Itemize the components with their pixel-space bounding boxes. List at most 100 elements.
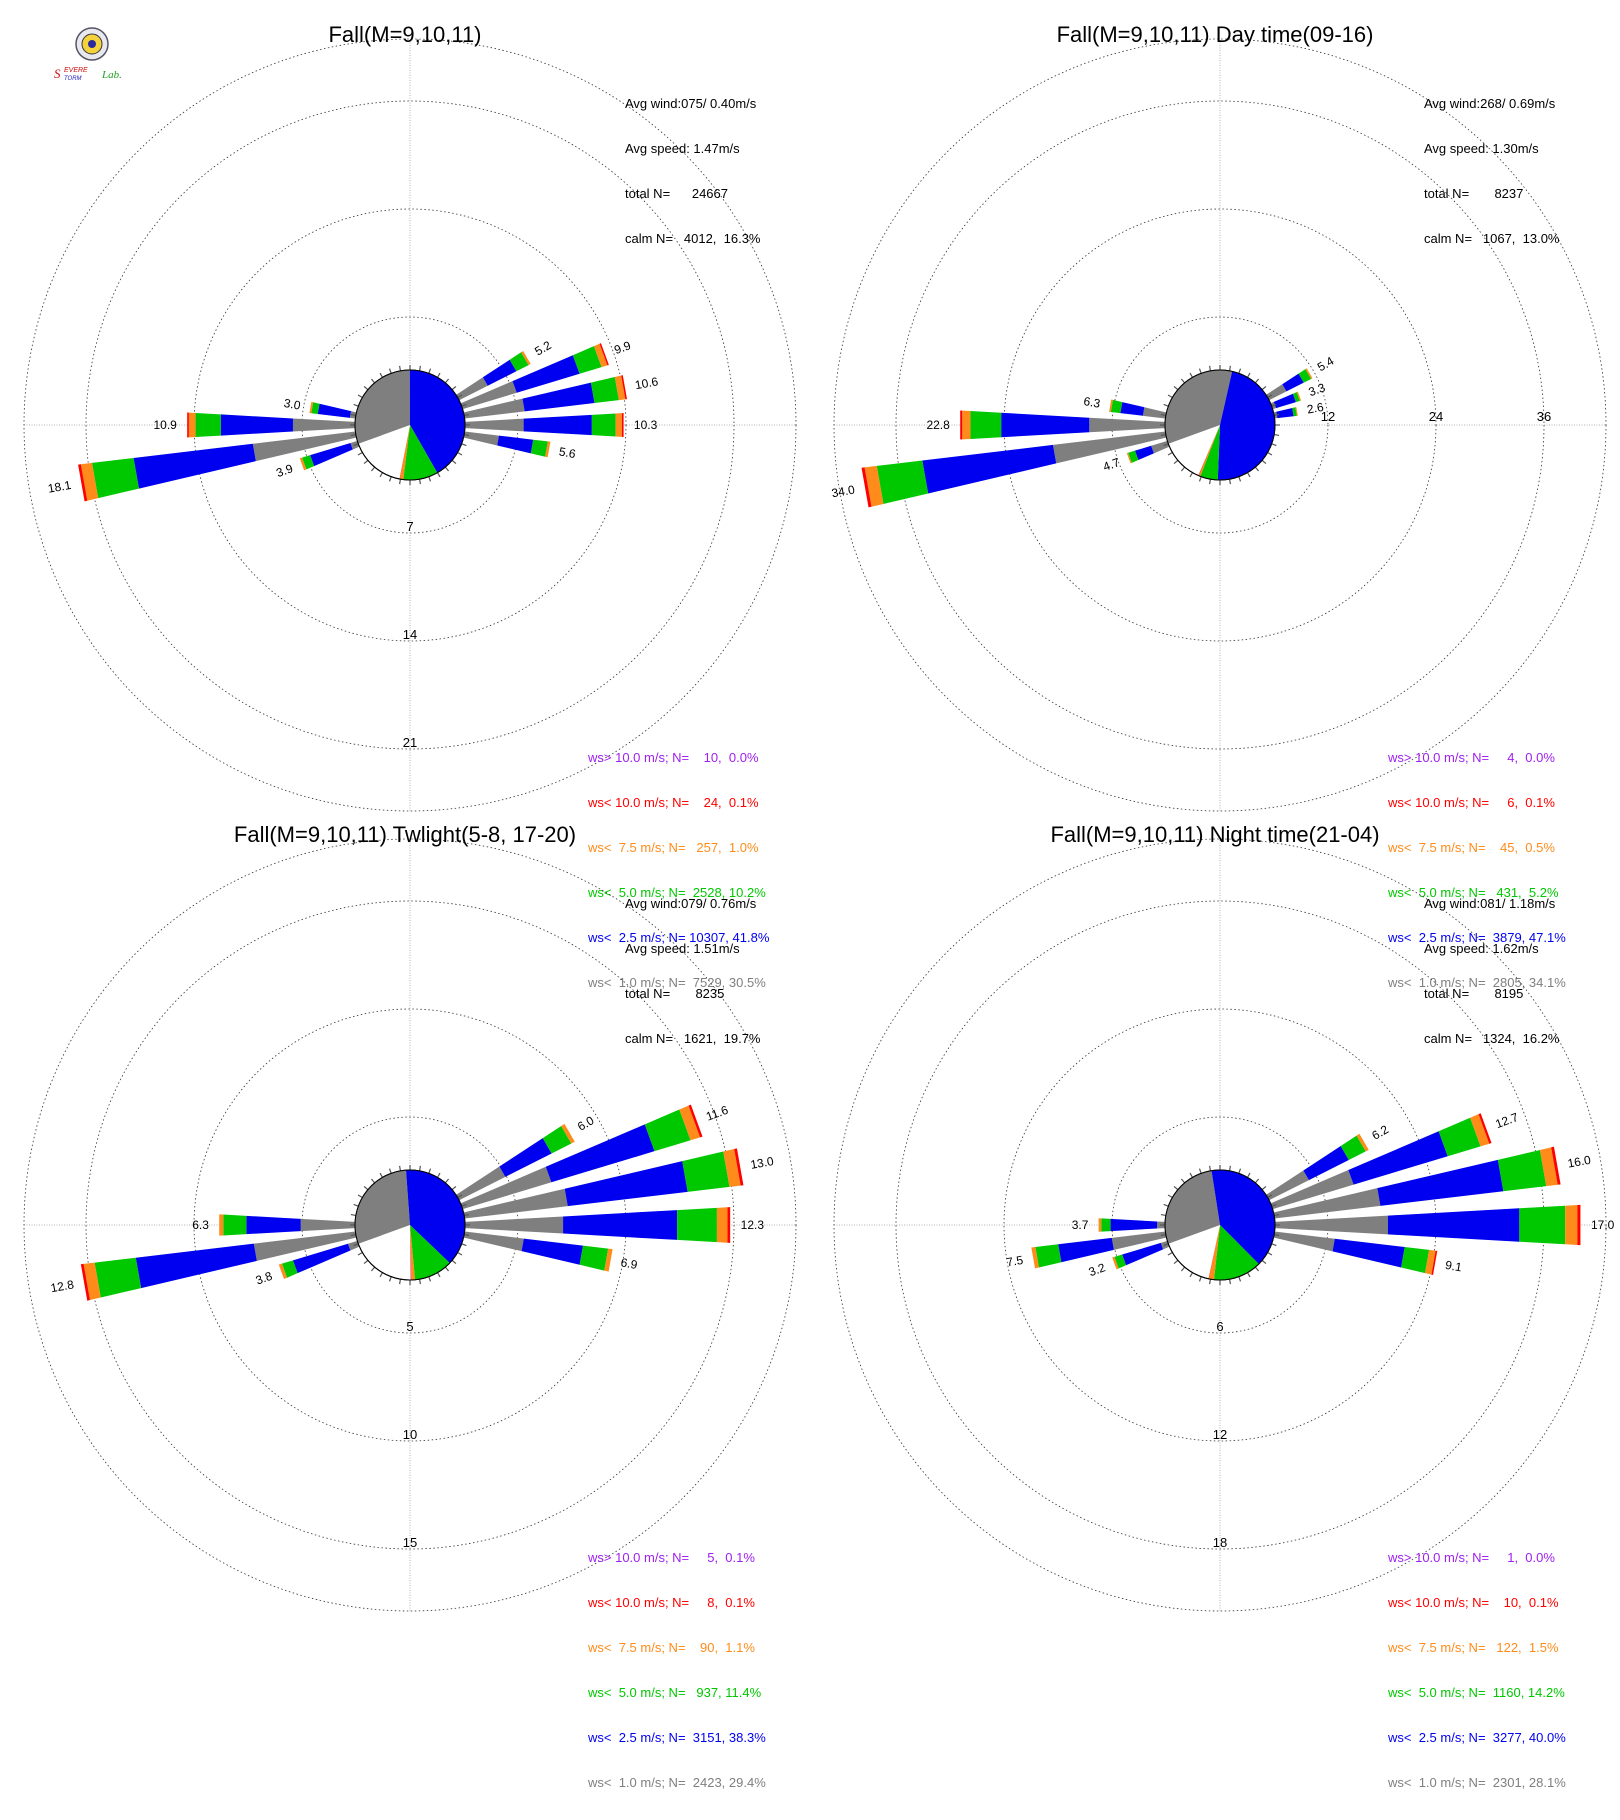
bar-segment [1273, 393, 1296, 409]
direction-tick [350, 1213, 356, 1217]
direction-tick [1173, 1259, 1179, 1265]
direction-tick [418, 1279, 422, 1285]
direction-value-label: 9.1 [1444, 1258, 1463, 1275]
direction-value-label: 10.9 [153, 418, 177, 432]
direction-tick [451, 385, 457, 391]
direction-tick [444, 1178, 450, 1184]
direction-value-label: 6.3 [1082, 394, 1101, 411]
bar-segment [1295, 407, 1298, 416]
direction-tick [461, 443, 467, 447]
bar-segment [1273, 1231, 1335, 1252]
legend-ws-gt-10: ws> 10.0 m/s; N= 1, 0.0% [1388, 1550, 1555, 1565]
direction-tick [418, 479, 422, 485]
direction-tick [461, 403, 467, 407]
pie-slice [399, 425, 410, 480]
bar-segment [579, 1245, 609, 1271]
direction-tick [1238, 476, 1242, 482]
direction-tick [1160, 1213, 1166, 1217]
bar-segment [1478, 1113, 1492, 1144]
direction-tick [398, 1165, 402, 1171]
bar-segment [734, 1148, 744, 1186]
ring-label: 24 [1429, 409, 1443, 424]
direction-value-label: 16.0 [1566, 1153, 1592, 1171]
direction-bar [456, 350, 531, 401]
direction-tick [444, 1266, 450, 1272]
direction-tick [436, 372, 441, 378]
pie-slice [1165, 370, 1233, 444]
bar-segment [253, 1231, 357, 1261]
bar-segment [509, 352, 529, 372]
bar-segment [1120, 402, 1145, 416]
pie-slice [355, 1170, 410, 1244]
direction-value-label: 3.8 [254, 1269, 275, 1288]
direction-tick [464, 1213, 470, 1217]
bar-segment [464, 1216, 564, 1234]
direction-tick [444, 466, 450, 472]
bar-segment [1126, 452, 1132, 464]
direction-tick [353, 403, 359, 407]
pie-outline [354, 369, 466, 481]
legend-ws-lt-2-5: ws< 2.5 m/s; N= 3277, 40.0% [1388, 1730, 1566, 1745]
bar-segment [561, 1123, 575, 1144]
direction-bar [78, 431, 357, 502]
bar-segment [1142, 407, 1167, 419]
legend-ws-lt-1: ws< 1.0 m/s; N= 2805, 34.1% [1388, 975, 1566, 990]
legend-ws-lt-7-5: ws< 7.5 m/s; N= 257, 1.0% [588, 840, 759, 855]
bar-segment [464, 418, 524, 432]
bar-segment [482, 359, 517, 386]
direction-tick [350, 413, 356, 417]
bar-segment [615, 413, 622, 437]
direction-bar [861, 431, 1167, 508]
bar-segment [499, 1138, 552, 1177]
ring-label: 12 [1321, 409, 1335, 424]
pie-outline [1164, 369, 1276, 481]
ring-label: 6 [1216, 1319, 1223, 1334]
bar-segment [1111, 1231, 1167, 1250]
direction-tick [388, 476, 392, 482]
bar-segment [463, 1188, 568, 1219]
ring-label: 5 [406, 1319, 413, 1334]
direction-tick [428, 1168, 432, 1174]
bar-segment [220, 414, 293, 436]
direction-value-label: 12.8 [49, 1277, 75, 1295]
direction-tick [1189, 472, 1194, 478]
direction-tick [350, 433, 356, 437]
direction-bar [463, 375, 628, 419]
windrose-panel-day: 12 24 36 5.4 3.3 2.6 4.7 34.0 22.8 6.3 Fall(M=9,1… [810, 0, 1620, 990]
direction-tick [353, 1243, 359, 1247]
bar-segment [299, 457, 307, 471]
avg-speed-text: Avg speed: 1.47m/s [625, 141, 740, 156]
svg-text:S: S [54, 66, 61, 81]
bar-segment [302, 455, 315, 470]
direction-bar [1098, 1218, 1166, 1232]
bar-segment [292, 1243, 351, 1274]
bar-segment [1497, 1149, 1547, 1192]
direction-tick [357, 1194, 363, 1199]
direction-tick [363, 1185, 369, 1191]
bar-segment [1098, 1218, 1102, 1232]
bar-segment [281, 1260, 298, 1278]
lab-logo: S EVERE TORM Lab. [52, 26, 142, 86]
bar-segment [861, 467, 872, 508]
direction-tick [370, 1266, 376, 1272]
bar-segment [195, 413, 221, 437]
bar-segment [1539, 1147, 1558, 1187]
direction-tick [1180, 1266, 1186, 1272]
bar-segment [512, 355, 580, 393]
bar-segment [593, 343, 608, 368]
direction-bar [460, 343, 609, 410]
direction-tick [363, 1259, 369, 1265]
bar-segment [679, 1105, 701, 1141]
direction-tick [1274, 433, 1280, 437]
direction-tick [1173, 385, 1179, 391]
direction-bar [278, 1240, 360, 1280]
direction-tick [1189, 372, 1194, 378]
bar-segment [1298, 369, 1312, 383]
bar-segment [1425, 1249, 1436, 1275]
bar-segment [83, 1262, 101, 1301]
svg-text:TORM: TORM [64, 76, 82, 82]
bar-segment [621, 413, 624, 437]
direction-tick [1167, 1194, 1173, 1199]
bar-segment [1348, 1131, 1448, 1185]
direction-tick [1254, 1266, 1260, 1272]
